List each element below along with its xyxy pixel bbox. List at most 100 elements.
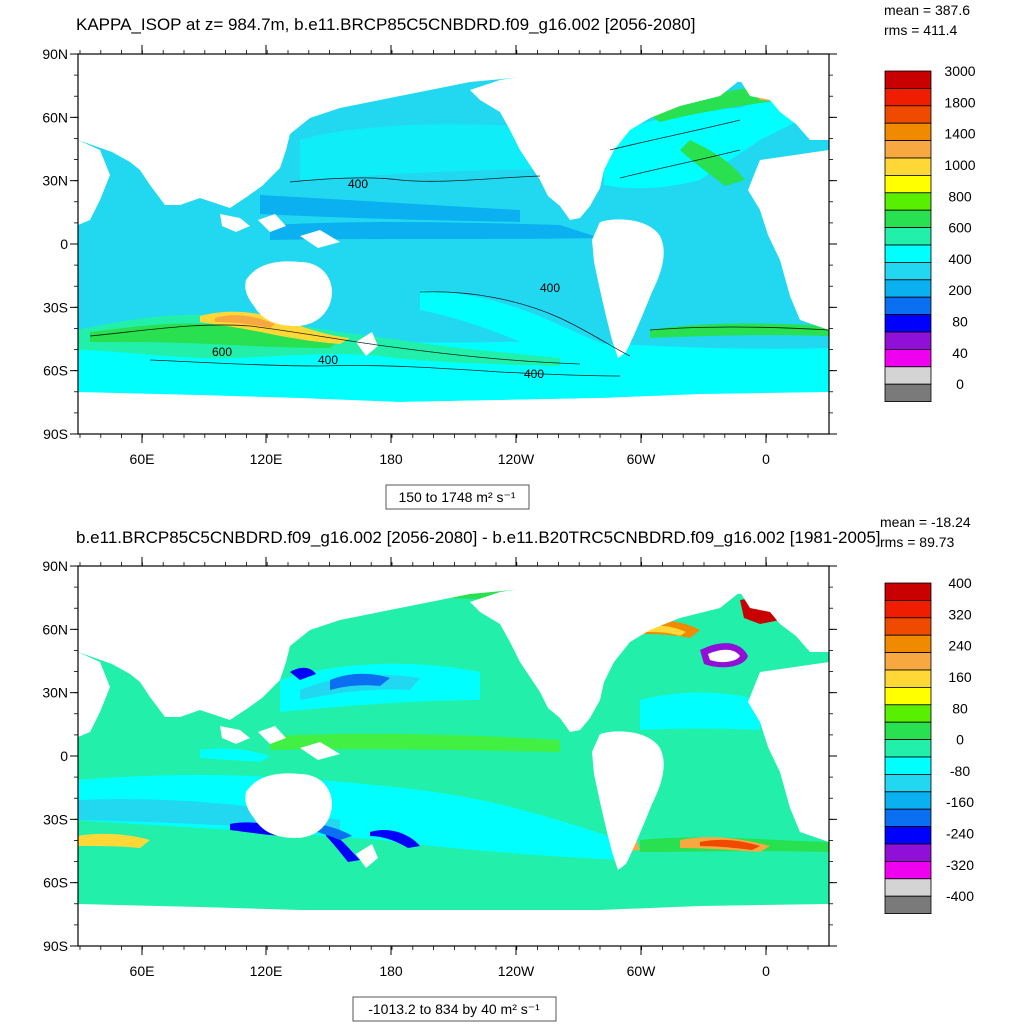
x-tick-label: 60E <box>130 963 155 979</box>
colorbar-label: 800 <box>948 188 972 204</box>
colorbar-label: -160 <box>946 794 974 810</box>
panel-2-rms: rms = 89.73 <box>880 534 955 550</box>
colorbar-swatch <box>884 366 932 385</box>
colorbar-swatch <box>884 70 932 89</box>
panel-1-contour-label: 400 <box>348 177 368 191</box>
colorbar-label: 600 <box>948 220 972 236</box>
x-tick-label: 0 <box>762 451 770 467</box>
y-tick-label: 60N <box>42 109 68 125</box>
colorbar-label: -320 <box>946 857 974 873</box>
x-tick-label: 180 <box>379 451 403 467</box>
colorbar-label: 1000 <box>944 157 975 173</box>
colorbar-swatch <box>884 843 932 862</box>
y-tick-label: 0 <box>60 748 68 764</box>
colorbar-swatch <box>884 634 932 654</box>
colorbar-label: 320 <box>948 606 972 622</box>
y-tick-label: 60S <box>43 875 68 891</box>
x-tick-label: 120E <box>250 451 283 467</box>
y-tick-label: 90N <box>42 558 68 574</box>
y-tick-label: 60N <box>42 621 68 637</box>
x-tick-label: 120W <box>498 451 535 467</box>
colorbar-swatch <box>884 617 932 636</box>
y-tick-label: 90S <box>43 426 68 442</box>
colorbar-label: 160 <box>948 669 972 685</box>
y-tick-label: 30S <box>43 811 68 827</box>
panel-2-mean: mean = -18.24 <box>880 514 971 530</box>
panel-2-title: b.e11.BRCP85C5CNBDRD.f09_g16.002 [2056-2… <box>76 528 881 547</box>
panel-1-x-axis: 60E 120E 180 120W 60W 0 <box>79 45 809 467</box>
colorbar-label: 0 <box>956 376 964 392</box>
y-tick-label: 0 <box>60 236 68 252</box>
panel-1-contour-label: 400 <box>524 367 544 381</box>
colorbar-swatch <box>884 296 932 316</box>
y-tick-label: 90N <box>42 46 68 62</box>
panel-1-contour-label: 600 <box>212 345 232 359</box>
colorbar-swatch <box>884 739 932 758</box>
x-tick-label: 120W <box>498 963 535 979</box>
colorbar-label: 80 <box>952 700 968 716</box>
x-tick-label: 120E <box>250 963 283 979</box>
colorbar-swatch <box>884 861 932 880</box>
colorbar-label: 40 <box>952 345 968 361</box>
colorbar-swatch <box>884 192 932 211</box>
panel-1-contour-label: 400 <box>318 353 338 367</box>
panel-2: b.e11.BRCP85C5CNBDRD.f09_g16.002 [2056-2… <box>42 514 974 1022</box>
colorbar-swatch <box>884 687 932 706</box>
panel-1-mean: mean = 387.6 <box>884 2 970 18</box>
panel-2-range-label: -1013.2 to 834 by 40 m² s⁻¹ <box>368 1001 540 1017</box>
colorbar-swatch <box>884 244 932 263</box>
colorbar-swatch <box>884 704 932 723</box>
colorbar-swatch <box>884 826 932 845</box>
colorbar-label: 1800 <box>944 94 975 110</box>
x-tick-label: 60E <box>130 451 155 467</box>
panel-2-range-box: -1013.2 to 834 by 40 m² s⁻¹ <box>352 996 557 1022</box>
panel-2-x-axis: 60E 120E 180 120W 60W 0 <box>79 557 809 979</box>
colorbar-swatch <box>884 669 932 688</box>
colorbar-label: 80 <box>952 314 968 330</box>
panel-1-map: 400 400 600 400 400 <box>78 54 829 434</box>
panel-2-colorbar: 400 320 240 160 80 0 -80 -160 -240 -320 -400 <box>884 575 974 915</box>
colorbar-swatch <box>884 652 932 671</box>
colorbar-swatch <box>884 878 932 897</box>
colorbar-swatch <box>884 279 932 298</box>
colorbar-swatch <box>884 105 932 124</box>
colorbar-swatch <box>884 261 932 281</box>
x-tick-label: 0 <box>762 963 770 979</box>
colorbar-swatch <box>884 383 932 403</box>
colorbar-swatch <box>884 600 932 619</box>
colorbar-swatch <box>884 348 932 368</box>
x-tick-label: 60W <box>627 963 657 979</box>
colorbar-swatch <box>884 808 932 828</box>
colorbar-swatch <box>884 88 932 107</box>
colorbar-label: 200 <box>948 282 972 298</box>
colorbar-swatch <box>884 227 932 246</box>
panel-1-range-label: 150 to 1748 m² s⁻¹ <box>398 489 515 505</box>
colorbar-label: 400 <box>948 251 972 267</box>
colorbar-label: 240 <box>948 638 972 654</box>
colorbar-swatch <box>884 174 932 194</box>
panel-1-contour-label: 400 <box>540 281 560 295</box>
colorbar-label: 400 <box>948 575 972 591</box>
colorbar-swatch <box>884 314 932 333</box>
colorbar-swatch <box>884 582 932 601</box>
panel-1-title: KAPPA_ISOP at z= 984.7m, b.e11.BRCP85C5C… <box>76 15 695 34</box>
colorbar-swatch <box>884 157 932 176</box>
panel-1-y-axis: 90N 60N 30N 0 30S 60S 90S <box>42 46 837 442</box>
y-tick-label: 30N <box>42 173 68 189</box>
colorbar-swatch <box>884 756 932 775</box>
colorbar-label: 3000 <box>944 63 975 79</box>
panel-2-map <box>78 566 829 946</box>
colorbar-label: -80 <box>950 763 970 779</box>
y-tick-label: 30N <box>42 685 68 701</box>
panel-1-rms: rms = 411.4 <box>884 22 957 38</box>
panel-1: KAPPA_ISOP at z= 984.7m, b.e11.BRCP85C5C… <box>42 2 976 510</box>
colorbar-swatch <box>884 209 932 228</box>
colorbar-swatch <box>884 140 932 159</box>
panel-1-range-box: 150 to 1748 m² s⁻¹ <box>385 484 530 510</box>
y-tick-label: 30S <box>43 299 68 315</box>
colorbar-swatch <box>884 331 932 350</box>
x-tick-label: 60W <box>627 451 657 467</box>
colorbar-swatch <box>884 774 932 793</box>
colorbar-swatch <box>884 791 932 810</box>
